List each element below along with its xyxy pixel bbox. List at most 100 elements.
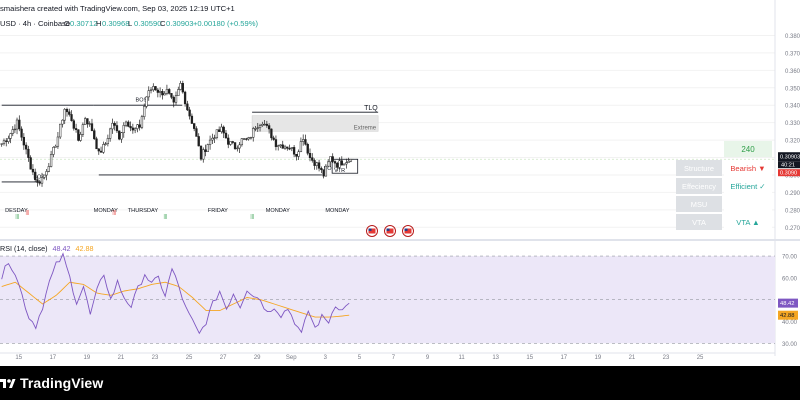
- time-tick-label: 27: [220, 355, 227, 361]
- candle: [13, 128, 17, 131]
- candle: [308, 153, 312, 158]
- rsi-name: RSI (14, close): [0, 244, 48, 253]
- candle: [79, 134, 82, 141]
- candle: [340, 160, 343, 166]
- candle: [208, 139, 212, 145]
- rsi-axis[interactable]: 70.00 60.00 40.00 30.00 48.42 42.88: [778, 255, 798, 348]
- candle: [115, 125, 119, 132]
- session-marker: |||: [164, 214, 168, 220]
- candle: [81, 124, 85, 135]
- candle: [258, 125, 262, 128]
- day-label: DESDAY: [5, 208, 28, 214]
- candle: [38, 182, 41, 184]
- candle: [99, 150, 103, 153]
- time-axis[interactable]: 15 17 19 21 23 25 27 29 Sep 3 5 7 9 11 13 15 17 19 21 23 25: [0, 352, 775, 361]
- candle: [163, 93, 166, 96]
- candle: [181, 83, 184, 93]
- candle: [127, 121, 130, 127]
- time-tick-label: 17: [49, 355, 56, 361]
- time-tick-label: 15: [15, 355, 22, 361]
- event-icon-canton: [404, 228, 408, 231]
- candle: [215, 129, 219, 138]
- candle: [338, 160, 341, 168]
- tradingview-brand: TradingView: [20, 375, 104, 391]
- candle: [158, 91, 162, 93]
- ohlc-o-label: O: [64, 19, 70, 28]
- candle: [31, 168, 35, 173]
- candle: [22, 136, 25, 146]
- time-tick-label: 19: [595, 355, 602, 361]
- candle: [317, 162, 321, 169]
- economic-event-icon[interactable]: [402, 225, 414, 237]
- table-row-value: Efficient ✓: [730, 182, 765, 191]
- candle: [106, 138, 110, 145]
- last-price-badge: [778, 152, 800, 162]
- candle: [88, 123, 91, 125]
- tlq-label: TLQ: [364, 105, 378, 112]
- candle: [36, 179, 39, 183]
- time-tick-label: 25: [186, 355, 193, 361]
- candle: [313, 160, 316, 166]
- candle: [0, 143, 3, 145]
- table-row-label: VTA: [692, 218, 706, 227]
- candle: [277, 145, 280, 147]
- time-tick-label: 7: [392, 355, 396, 361]
- countdown-value: 40:21: [781, 163, 795, 169]
- candle: [170, 93, 173, 98]
- candle: [324, 165, 328, 177]
- candle: [124, 121, 128, 126]
- candle: [156, 89, 159, 93]
- candle: [306, 143, 309, 154]
- candle: [74, 128, 78, 130]
- candle: [311, 157, 314, 161]
- price-change: +0.00180 (+0.59%): [193, 19, 258, 28]
- tradingview-logo[interactable]: TradingView: [0, 375, 103, 391]
- rsi-tick-label: 40.00: [782, 320, 798, 326]
- candle: [70, 114, 73, 121]
- candle: [172, 97, 175, 103]
- candle: [188, 109, 191, 117]
- day-label: FRIDAY: [208, 208, 228, 214]
- candle: [229, 141, 232, 145]
- symbol-label[interactable]: USD · 4h · Coinbase: [0, 19, 70, 28]
- event-icon-canton: [368, 228, 372, 231]
- candle: [59, 123, 62, 138]
- structure-table: 240 Structure Bearish ▼ Effeciency Efficien…: [676, 141, 772, 230]
- time-tick-label: 23: [152, 355, 159, 361]
- candle: [40, 177, 44, 184]
- extreme-zone: [251, 115, 379, 132]
- candle: [261, 123, 264, 126]
- pane-separator[interactable]: [0, 239, 800, 241]
- candle: [9, 133, 12, 139]
- candle: [45, 171, 48, 176]
- candle: [49, 154, 53, 167]
- candle: [20, 128, 23, 138]
- candle: [136, 124, 139, 129]
- chart-canvas[interactable]: smaishera created with TradingView.com, …: [0, 0, 800, 366]
- candle: [84, 118, 87, 125]
- candle: [295, 153, 298, 157]
- candle: [290, 147, 293, 149]
- candle: [104, 143, 107, 145]
- candle: [204, 149, 207, 152]
- rsi-line: [1, 252, 350, 335]
- time-tick-label: 21: [629, 355, 636, 361]
- candle: [233, 142, 237, 149]
- candle: [270, 128, 273, 139]
- candle: [120, 132, 123, 140]
- day-label: MONDAY: [325, 208, 349, 214]
- candle: [256, 127, 259, 129]
- economic-event-icon[interactable]: [366, 225, 378, 237]
- candle: [345, 162, 348, 165]
- economic-event-icon[interactable]: [384, 225, 396, 237]
- candle: [254, 128, 257, 130]
- price-annotations: Extreme TLQ BOS BOS BO VTR DESDAY MONDAY THURSDA…: [1, 98, 414, 237]
- rsi-ma-badge: [778, 310, 798, 320]
- candle: [315, 162, 318, 166]
